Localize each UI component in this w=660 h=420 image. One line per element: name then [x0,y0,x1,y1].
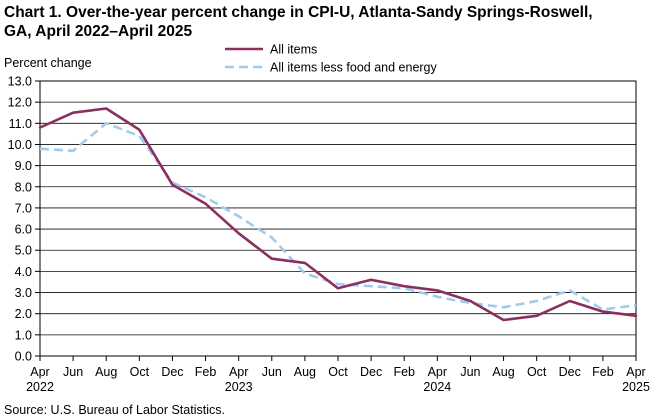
x-year-label: 2023 [225,380,253,394]
y-tick-label: 6.0 [15,223,32,237]
series-lines [38,107,638,322]
y-tick-label: 3.0 [15,286,32,300]
x-tick-label: Aug [294,365,316,379]
series-line-all-items-less-food-and-energy [39,122,637,311]
legend-label: All items [270,43,317,57]
x-tick-label: Feb [195,365,217,379]
x-tick-label: Dec [360,365,382,379]
y-tick-label: 9.0 [15,159,32,173]
source-note: Source: U.S. Bureau of Labor Statistics. [4,403,225,417]
x-tick-label: Oct [130,365,150,379]
x-year-label: 2025 [622,380,650,394]
x-tick-label: Apr [30,365,49,379]
x-tick-label: Apr [626,365,645,379]
y-tick-label: 13.0 [8,75,32,89]
x-year-label: 2022 [26,380,54,394]
y-tick-label: 7.0 [15,201,32,215]
x-tick-label: Jun [460,365,480,379]
y-tick-label: 11.0 [9,117,32,131]
legend: All items All items less food and energy [225,43,438,75]
x-tick-label: Jun [63,365,83,379]
series-line-all-items [38,107,638,322]
y-tick-label: 10.0 [8,138,32,152]
y-tick-label: 1.0 [15,328,32,342]
x-tick-label: Dec [559,365,581,379]
x-tick-label: Feb [592,365,614,379]
chart-title-line-1: Chart 1. Over-the-year percent change in… [4,4,593,21]
chart-title: Chart 1. Over-the-year percent change in… [4,3,654,41]
y-tick-label: 2.0 [15,307,32,321]
chart-title-line-2: GA, April 2022–April 2025 [4,23,193,40]
x-tick-label: Oct [527,365,547,379]
x-axis: Apr Jun Aug Oct Dec Feb Apr Jun Aug Oct Dec Feb Apr J… [26,356,650,394]
x-year-label: 2024 [423,380,451,394]
x-tick-label: Aug [95,365,117,379]
x-tick-label: Oct [328,365,348,379]
y-tick-label: 8.0 [15,180,32,194]
y-axis-label: Percent change [4,56,92,70]
y-tick-label: 12.0 [8,96,32,110]
x-tick-label: Feb [393,365,415,379]
gridlines [40,101,636,336]
x-tick-label: Apr [428,365,447,379]
x-tick-label: Apr [229,365,248,379]
x-tick-label: Dec [161,365,183,379]
y-tick-label: 4.0 [15,265,32,279]
x-tick-label: Jun [262,365,282,379]
y-tick-label: 5.0 [15,244,32,258]
legend-label: All items less food and energy [270,61,438,75]
y-axis: 0.0 1.0 2.0 3.0 4.0 5.0 6.0 7.0 8.0 9.0 10.0 11.0 12… [8,75,40,364]
x-tick-label: Aug [492,365,514,379]
y-tick-label: 0.0 [15,350,32,364]
